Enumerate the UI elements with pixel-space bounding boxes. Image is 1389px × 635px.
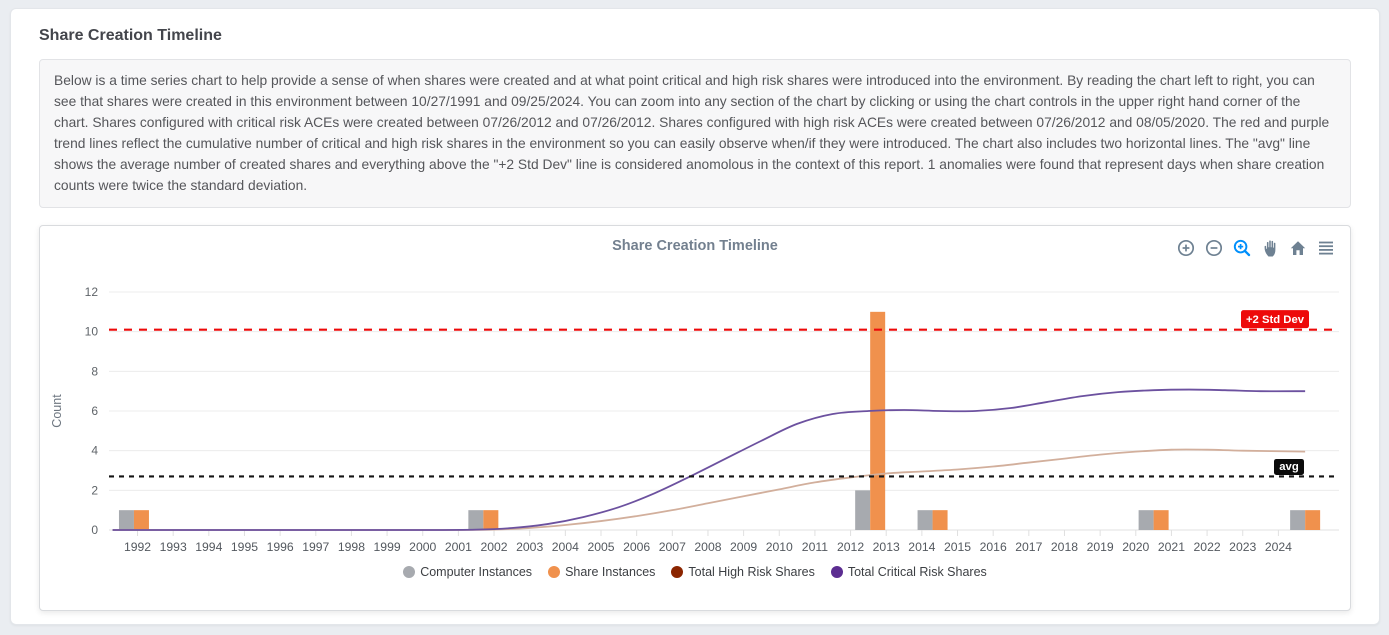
bar: [855, 489, 871, 530]
x-axis-label: 2008: [694, 540, 721, 554]
menu-icon[interactable]: [1315, 238, 1336, 259]
legend-item[interactable]: Total Critical Risk Shares: [830, 564, 987, 579]
chart-panel: Share Creation Timeline 0 2 4 6 8 10 12 Count 19…: [39, 224, 1351, 611]
chart-description: Below is a time series chart to help pro…: [39, 59, 1351, 208]
gridlines: 0 2 4 6 8 10 12: [85, 285, 1339, 537]
line-total-high-risk-shares: [112, 448, 1306, 531]
legend-label: Total Critical Risk Shares: [847, 564, 987, 579]
y-axis-title: Count: [50, 393, 64, 427]
legend-marker-icon: [403, 565, 416, 578]
bar: [1305, 509, 1321, 530]
bar: [1153, 509, 1169, 530]
legend-label: Computer Instances: [420, 564, 533, 579]
x-axis-label: 1994: [195, 540, 222, 554]
x-axis-label: 2018: [1051, 540, 1078, 554]
x-axis-label: 2013: [873, 540, 900, 554]
x-axis-label: 1999: [374, 540, 401, 554]
y-axis-label: 10: [85, 324, 99, 338]
x-axis-label: 2024: [1265, 540, 1292, 554]
bar: [118, 509, 134, 530]
x-axis-label: 2016: [980, 540, 1007, 554]
chart-toolbar: [1175, 238, 1336, 259]
x-axis: 1992 1993 1994 1995 1996 1997 1998 1999 2000 2001…: [124, 529, 1292, 554]
zoom-out-icon[interactable]: [1203, 238, 1224, 259]
chart-title: Share Creation Timeline: [612, 237, 778, 254]
x-axis-label: 2012: [837, 540, 864, 554]
legend-item[interactable]: Computer Instances: [403, 565, 532, 579]
chart-legend: Computer Instances Share Instances Total H…: [40, 565, 1350, 579]
x-axis-label: 1997: [302, 540, 329, 554]
bar: [870, 311, 886, 530]
line-total-critical-risk-shares: [112, 388, 1306, 531]
x-axis-label: 2020: [1122, 540, 1149, 554]
x-axis-label: 2005: [587, 540, 614, 554]
y-axis-label: 6: [91, 404, 98, 418]
x-axis-label: 2010: [766, 540, 793, 554]
x-axis-label: 2015: [944, 540, 971, 554]
legend-label: Total High Risk Shares: [688, 564, 815, 579]
x-axis-label: 2007: [659, 540, 686, 554]
x-axis-label: 1996: [267, 540, 294, 554]
x-axis-label: 2004: [552, 540, 579, 554]
y-axis-label: 12: [85, 285, 99, 299]
legend-item[interactable]: Total High Risk Shares: [671, 564, 815, 579]
x-axis-label: 2017: [1015, 540, 1042, 554]
bar: [917, 509, 933, 530]
bars-share-instances: [133, 311, 1321, 530]
x-axis-label: 1992: [124, 540, 151, 554]
y-axis-label: 8: [91, 364, 98, 378]
x-axis-label: 2003: [516, 540, 543, 554]
zoom-in-icon[interactable]: [1175, 238, 1196, 259]
reference-line--2-std-dev: +2 Std Dev: [109, 309, 1339, 331]
x-axis-label: 2006: [623, 540, 650, 554]
bar: [1138, 509, 1154, 530]
home-icon[interactable]: [1287, 238, 1308, 259]
legend-label: Share Instances: [565, 564, 656, 579]
x-axis-label: 2021: [1158, 540, 1185, 554]
reference-badge: [1241, 309, 1309, 328]
x-axis-label: 2001: [445, 540, 472, 554]
selection-zoom-icon[interactable]: [1231, 238, 1252, 259]
y-axis-label: 4: [91, 443, 98, 457]
reference-badge: [1274, 458, 1304, 475]
page-title: Share Creation Timeline: [39, 27, 222, 44]
bar: [468, 509, 484, 530]
x-axis-label: 2011: [802, 540, 828, 554]
x-axis-label: 2009: [730, 540, 757, 554]
bar: [133, 509, 149, 530]
y-axis-label: 2: [91, 483, 98, 497]
x-axis-label: 2002: [480, 540, 507, 554]
x-axis-label: 2000: [409, 540, 436, 554]
svg-text:+2 Std Dev: +2 Std Dev: [1246, 314, 1305, 326]
x-axis-label: 2023: [1229, 540, 1256, 554]
y-axis-label: 0: [91, 523, 98, 537]
legend-marker-icon: [548, 565, 561, 578]
svg-text:avg: avg: [1279, 461, 1299, 473]
x-axis-label: 1995: [231, 540, 258, 554]
reference-line-avg: avg: [109, 458, 1339, 478]
x-axis-label: 2019: [1087, 540, 1114, 554]
legend-marker-icon: [830, 565, 843, 578]
x-axis-label: 1998: [338, 540, 365, 554]
x-axis-label: 1993: [160, 540, 187, 554]
bar: [483, 509, 499, 530]
bar: [1290, 509, 1306, 530]
bars-computer-instances: [118, 489, 1306, 530]
report-card: Share Creation Timeline Below is a time …: [10, 8, 1380, 625]
legend-item[interactable]: Share Instances: [548, 565, 655, 579]
legend-marker-icon: [671, 565, 684, 578]
bar: [932, 509, 948, 530]
pan-icon[interactable]: [1259, 238, 1280, 259]
x-axis-label: 2022: [1194, 540, 1221, 554]
x-axis-label: 2014: [908, 540, 935, 554]
